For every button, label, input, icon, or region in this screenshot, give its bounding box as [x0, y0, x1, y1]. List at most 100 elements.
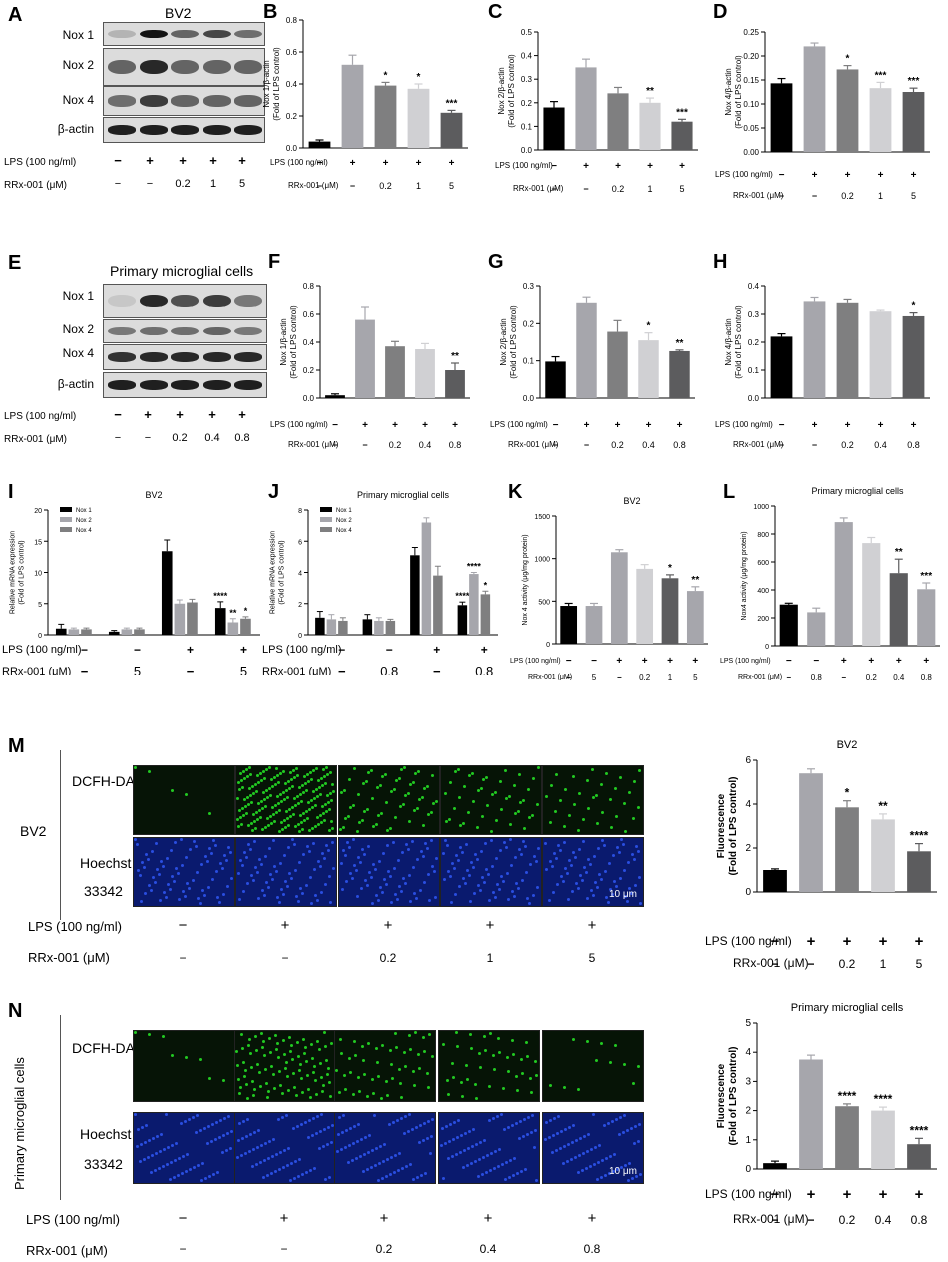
nucleus-dot — [616, 1168, 619, 1171]
legend-label: Nox 2 — [76, 518, 92, 524]
hoechst-label-2: 33342 — [84, 1156, 123, 1172]
rrx-value: 5 — [679, 184, 684, 194]
cell-dot — [281, 1092, 284, 1095]
lps-value: − — [566, 656, 572, 667]
nucleus-dot — [579, 1137, 582, 1140]
nucleus-dot — [308, 850, 311, 853]
cell-dot — [578, 792, 581, 795]
nucleus-dot — [411, 840, 414, 843]
nucleus-dot — [451, 1155, 454, 1158]
nucleus-dot — [499, 849, 502, 852]
cell-dot — [451, 1062, 454, 1065]
nucleus-dot — [357, 1123, 360, 1126]
nucleus-dot — [609, 888, 612, 891]
cell-dot — [171, 1054, 174, 1057]
lps-value: + — [587, 917, 597, 934]
nucleus-dot — [627, 1179, 630, 1182]
lps-value: − — [786, 656, 792, 667]
nucleus-dot — [145, 853, 148, 856]
nucleus-dot — [427, 873, 430, 876]
cell-dot — [442, 1043, 445, 1046]
nucleus-dot — [407, 1130, 410, 1133]
cell-dot — [250, 801, 253, 804]
y-axis-label-line: (Fold of LPS control) — [509, 305, 518, 379]
panel-label: B — [263, 1, 277, 23]
nucleus-dot — [199, 902, 202, 905]
y-axis-label: Fluorescence (Fold of LPS control) — [716, 777, 739, 876]
nucleus-dot — [143, 1158, 146, 1161]
cell-dot — [312, 790, 315, 793]
nucleus-dot — [518, 1137, 521, 1140]
nucleus-dot — [332, 867, 335, 870]
nucleus-dot — [247, 843, 250, 846]
cell-dot — [347, 815, 350, 818]
cell-dot — [339, 828, 342, 831]
cell-dot — [162, 1035, 165, 1038]
nucleus-dot — [204, 1177, 207, 1180]
cell-dot — [471, 772, 474, 775]
cell-dot — [303, 1052, 306, 1055]
cell-dot — [489, 1032, 492, 1035]
nucleus-dot — [324, 883, 327, 886]
nucleus-dot — [496, 883, 499, 886]
cell-dot — [586, 1040, 589, 1043]
hoechst-image — [133, 1112, 235, 1184]
cell-dot — [445, 820, 448, 823]
cell-dot — [408, 1034, 411, 1037]
panel-label: G — [488, 251, 504, 273]
cell-dot — [322, 812, 325, 815]
lps-value: + — [812, 420, 818, 431]
y-tick-label: 0.1 — [523, 357, 535, 366]
cell-dot — [525, 1041, 528, 1044]
nucleus-dot — [533, 1146, 536, 1149]
cell-dot — [274, 1034, 277, 1037]
nucleus-dot — [424, 1172, 427, 1175]
cell-dot — [412, 781, 415, 784]
rrx-value: 0.2 — [639, 673, 651, 680]
cell-dot — [302, 812, 305, 815]
lps-value: + — [280, 917, 290, 934]
cell-dot — [241, 786, 244, 789]
nucleus-dot — [623, 1114, 626, 1117]
nucleus-dot — [619, 1116, 622, 1119]
y-tick-label: 0.0 — [523, 394, 535, 403]
cell-dot — [294, 825, 297, 828]
nucleus-dot — [496, 1115, 499, 1118]
cell-dot — [296, 795, 299, 798]
nucleus-dot — [416, 1176, 419, 1179]
cell-dot — [254, 1035, 257, 1038]
nucleus-dot — [630, 1127, 633, 1130]
cell-dot — [309, 771, 312, 774]
nucleus-dot — [564, 867, 567, 870]
cell-dot — [284, 826, 287, 829]
nucleus-dot — [308, 1119, 311, 1122]
nucleus-dot — [291, 838, 294, 841]
nucleus-dot — [166, 857, 169, 860]
nucleus-dot — [145, 1124, 148, 1127]
nucleus-dot — [389, 1173, 392, 1176]
cell-dot — [624, 830, 627, 833]
cell-dot — [251, 785, 254, 788]
cell-dot — [400, 768, 403, 771]
cell-dot — [237, 825, 240, 828]
cell-dot — [536, 803, 539, 806]
band — [139, 352, 168, 362]
nucleus-dot — [408, 1113, 411, 1116]
nucleus-dot — [459, 846, 462, 849]
nucleus-dot — [136, 843, 139, 846]
cell-dot — [302, 791, 305, 794]
nucleus-dot — [267, 886, 270, 889]
lps-value: + — [383, 917, 393, 934]
cell-dot — [492, 1054, 495, 1057]
cell-dot — [257, 781, 260, 784]
nucleus-dot — [607, 1122, 610, 1125]
band — [202, 380, 231, 390]
nucleus-dot — [456, 1136, 459, 1139]
cell-dot — [385, 801, 388, 804]
nucleus-dot — [287, 846, 290, 849]
lps-row-label: LPS (100 ng/ml) — [262, 644, 341, 656]
nucleus-dot — [279, 862, 282, 865]
nucleus-dot — [184, 1120, 187, 1123]
nucleus-dot — [598, 873, 601, 876]
rrx-value: 0.8 — [907, 440, 920, 450]
